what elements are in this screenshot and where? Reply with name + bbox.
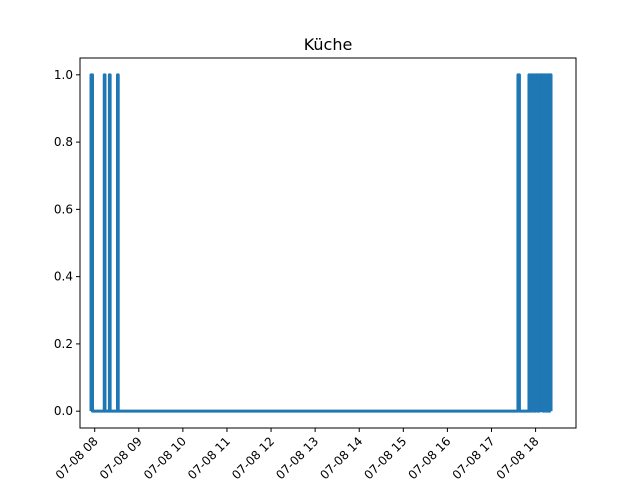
y-axis: 0.0 0.2 0.4 0.6 0.8 1.0 (54, 68, 80, 418)
x-tick-label: 07-08 18 (494, 434, 542, 480)
y-tick-label: 0.2 (54, 337, 73, 351)
x-tick-label: 07-08 14 (317, 434, 365, 480)
x-tick-label: 07-08 09 (97, 434, 145, 480)
y-tick-label: 0.6 (54, 202, 73, 216)
y-tick-label: 1.0 (54, 68, 73, 82)
plot-frame (79, 57, 577, 429)
y-tick-label: 0.0 (54, 404, 73, 418)
x-tick-label: 07-08 17 (450, 434, 498, 480)
x-tick-label: 07-08 11 (185, 434, 233, 480)
y-tick-label: 0.8 (54, 135, 73, 149)
x-tick-label: 07-08 10 (141, 434, 189, 480)
x-tick-label: 07-08 12 (229, 434, 277, 480)
x-tick-label: 07-08 13 (273, 434, 321, 480)
series-line (89, 73, 553, 413)
series-group (89, 73, 553, 413)
chart-title: Küche (304, 35, 353, 54)
y-tick-label: 0.4 (54, 270, 73, 284)
x-tick-label: 07-08 08 (53, 434, 101, 480)
x-tick-label: 07-08 16 (405, 434, 453, 480)
x-tick-label: 07-08 15 (361, 434, 409, 480)
